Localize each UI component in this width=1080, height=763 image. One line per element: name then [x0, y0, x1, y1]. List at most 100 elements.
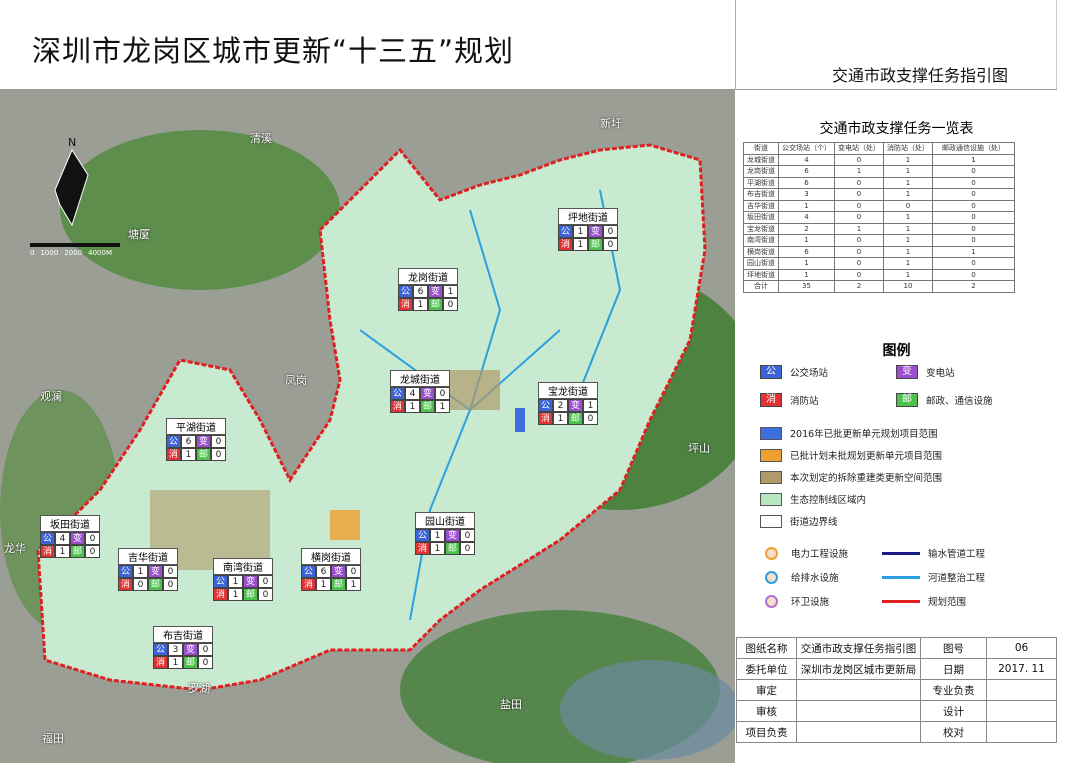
place-label: 龙华	[4, 542, 26, 555]
bus-icon: 公	[415, 529, 430, 542]
legend-bus: 公公交场站	[760, 365, 828, 379]
fire-station-icon: 消	[760, 393, 782, 407]
bus-count: 6	[181, 435, 196, 448]
line-icon	[882, 551, 920, 555]
fire-count: 1	[168, 656, 183, 669]
legend-area: 街道边界线	[760, 514, 838, 528]
table-cell: 公交场站（个）	[778, 142, 835, 155]
legend-area: 已批计划未批规划更新单元项目范围	[760, 448, 942, 462]
post-icon: 邮	[70, 545, 85, 558]
bus-icon: 公	[40, 532, 55, 545]
table-cell: 0	[932, 268, 1015, 281]
table-cell: 0	[834, 199, 884, 212]
north-arrow-icon	[54, 148, 89, 227]
table-cell: 1	[778, 257, 835, 270]
bus-icon: 公	[538, 399, 553, 412]
table-cell: 龙城街道	[743, 153, 779, 166]
table-cell: 0	[932, 199, 1015, 212]
table-row: 园山街道 1 0 1 0	[743, 257, 1015, 270]
legend-substation: 变变电站	[896, 365, 955, 379]
post-icon: 邮	[428, 298, 443, 311]
divider	[735, 0, 736, 90]
table-row: 吉华街道 1 0 0 0	[743, 199, 1015, 212]
legend-label: 2016年已批更新单元规划项目范围	[790, 429, 938, 440]
legend-area: 本次划定的拆除重建类更新空间范围	[760, 470, 942, 484]
bus-icon: 公	[213, 575, 228, 588]
fire-count: 1	[553, 412, 568, 425]
table-cell: 1	[883, 234, 933, 247]
table-row: 图纸名称 交通市政支撑任务指引图 图号 06	[736, 637, 1057, 659]
task-table: 街道 公交场站（个） 变电站（处） 消防站（处） 邮政通信设施（处） 龙城街道 4 0 1 1 龙岗…	[743, 142, 1015, 293]
table-row: 龙岗街道 6 1 1 0	[743, 165, 1015, 178]
fire-station-icon: 消	[166, 448, 181, 461]
legend-label: 规划范围	[928, 597, 967, 608]
fire-count: 1	[55, 545, 70, 558]
legend-label: 街道边界线	[790, 517, 838, 528]
substation-count: 0	[346, 565, 361, 578]
table-cell: 坂田街道	[743, 211, 779, 224]
fire-station-icon: 消	[301, 578, 316, 591]
district-name: 园山街道	[415, 512, 475, 529]
legend-fire: 消消防站	[760, 393, 819, 407]
table-cell: 10	[883, 280, 933, 293]
table-cell: 1	[883, 268, 933, 281]
table-row: 项目负责 校对	[736, 721, 1057, 743]
bus-count: 4	[405, 387, 420, 400]
bus-icon: 公	[390, 387, 405, 400]
district-name: 坪地街道	[558, 208, 618, 225]
line-icon	[882, 599, 920, 603]
fire-station-icon: 消	[153, 656, 168, 669]
table-cell: 35	[778, 280, 835, 293]
substation-count: 0	[435, 387, 450, 400]
table-cell: 6	[778, 165, 835, 178]
fire-count: 1	[405, 400, 420, 413]
post-icon: 邮	[568, 412, 583, 425]
bus-count: 3	[168, 643, 183, 656]
fire-station-icon: 消	[415, 542, 430, 555]
place-label: 坪山	[688, 442, 710, 455]
map-area[interactable]: N 0 1000 2000 4000M 清溪 新圩 塘厦 凤岗 观澜 龙华 坪山…	[0, 90, 735, 763]
table-cell: 审定	[736, 679, 797, 701]
bus-count: 2	[553, 399, 568, 412]
sidebar: 交通市政支撑任务一览表 街道 公交场站（个） 变电站（处） 消防站（处） 邮政通信设施（…	[736, 90, 1057, 763]
substation-count: 0	[198, 643, 213, 656]
bus-icon: 公	[118, 565, 133, 578]
title-block-table: 图纸名称 交通市政支撑任务指引图 图号 06 委托单位 深圳市龙岗区城市更新局 日期 2017…	[736, 637, 1057, 743]
table-cell: 1	[883, 176, 933, 189]
table-cell: 委托单位	[736, 658, 797, 680]
district-name: 龙岗街道	[398, 268, 458, 285]
district-name: 平湖街道	[166, 418, 226, 435]
table-row: 审核 设计	[736, 700, 1057, 722]
swatch-icon	[760, 492, 782, 506]
table-cell	[796, 721, 921, 743]
table-cell: 2	[834, 280, 884, 293]
post-icon: 邮	[896, 393, 918, 407]
legend-label: 输水管道工程	[928, 549, 986, 560]
legend-title: 图例	[882, 343, 911, 359]
fire-station-icon: 消	[118, 578, 133, 591]
table-cell: 街道	[743, 142, 779, 155]
post-icon: 邮	[243, 588, 258, 601]
post-icon: 邮	[445, 542, 460, 555]
substation-count: 1	[583, 399, 598, 412]
fire-count: 1	[413, 298, 428, 311]
place-label: 观澜	[40, 390, 62, 403]
table-row: 合计 35 2 10 2	[743, 280, 1015, 293]
table-cell: 图纸名称	[736, 637, 797, 659]
table-cell: 合计	[743, 280, 779, 293]
table-cell: 3	[778, 188, 835, 201]
bus-icon: 公	[760, 365, 782, 379]
district-name: 横岗街道	[301, 548, 361, 565]
table-cell: 交通市政支撑任务指引图	[796, 637, 921, 659]
